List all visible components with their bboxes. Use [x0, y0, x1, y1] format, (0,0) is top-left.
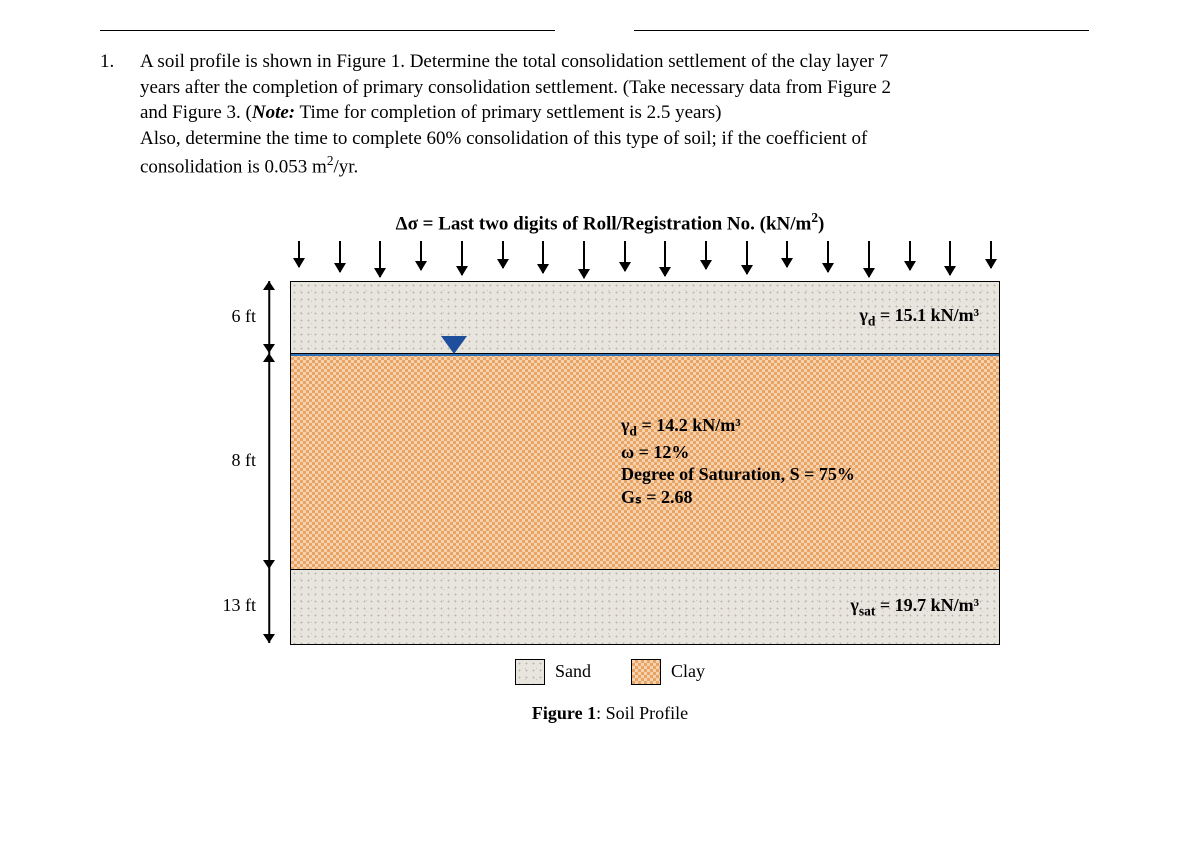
- soil-profile-diagram: 6 ft 8 ft 13 ft: [220, 281, 1000, 645]
- load-arrow-icon: [868, 241, 870, 277]
- problem-number: 1.: [100, 49, 126, 180]
- load-arrow-icon: [379, 241, 381, 277]
- legend-clay: Clay: [631, 659, 705, 685]
- legend-clay-label: Clay: [671, 661, 705, 682]
- load-arrow-icon: [827, 241, 829, 272]
- dimension-column: 6 ft 8 ft 13 ft: [220, 281, 290, 645]
- layer-clay-text: γd = 14.2 kN/m³ ω = 12% Degree of Satura…: [621, 414, 855, 508]
- problem-line-3a: and Figure 3. (: [140, 102, 252, 123]
- load-arrow-icon: [542, 241, 544, 273]
- load-arrow-icon: [420, 241, 422, 270]
- figure-caption-bold: Figure 1: [532, 703, 596, 723]
- gs-clay: Gₛ = 2.68: [621, 486, 855, 509]
- header-rule-right: [634, 30, 1089, 31]
- omega-clay: ω = 12%: [621, 441, 855, 464]
- figure-1: Δσ = Last two digits of Roll/Registratio…: [220, 210, 1000, 724]
- dim-6ft: 6 ft: [220, 281, 290, 353]
- layer-bottom-sand-text: γsat = 19.7 kN/m³: [850, 594, 979, 620]
- load-arrow-icon: [990, 241, 992, 268]
- problem-line-2: years after the completion of primary co…: [140, 77, 891, 98]
- figure-caption: Figure 1: Soil Profile: [220, 703, 1000, 724]
- load-arrow-icon: [624, 241, 626, 271]
- problem-body: A soil profile is shown in Figure 1. Det…: [140, 49, 891, 180]
- delta-sigma-pre: Δσ = Last two digits of Roll/Registratio…: [396, 213, 812, 234]
- load-arrow-icon: [909, 241, 911, 270]
- load-arrow-icon: [664, 241, 666, 276]
- problem-line-5a: consolidation is 0.053 m: [140, 156, 327, 177]
- gamma-sat-bottom: 19.7 kN/m³: [895, 595, 979, 615]
- load-arrow-icon: [746, 241, 748, 274]
- water-table-line: [291, 354, 999, 356]
- figure-caption-rest: : Soil Profile: [596, 703, 688, 723]
- legend-sand-swatch: [515, 659, 545, 685]
- load-arrow-icon: [786, 241, 788, 267]
- dim-13ft: 13 ft: [220, 569, 290, 643]
- header-rule: [100, 30, 1089, 31]
- problem-line-4: Also, determine the time to complete 60%…: [140, 128, 867, 149]
- load-arrow-icon: [949, 241, 951, 275]
- problem-line-1: A soil profile is shown in Figure 1. Det…: [140, 51, 888, 72]
- load-arrow-icon: [461, 241, 463, 275]
- legend-sand-label: Sand: [555, 661, 591, 682]
- water-table-icon: [441, 336, 467, 354]
- load-arrow-icon: [705, 241, 707, 269]
- problem-line-5b: /yr.: [333, 156, 358, 177]
- load-arrow-icon: [339, 241, 341, 272]
- problem-line-3b: Time for completion of primary settlemen…: [295, 102, 721, 123]
- dim-8ft: 8 ft: [220, 353, 290, 569]
- legend-clay-swatch: [631, 659, 661, 685]
- layer-top-sand-text: γd = 15.1 kN/m³: [859, 304, 979, 330]
- layer-clay: γd = 14.2 kN/m³ ω = 12% Degree of Satura…: [291, 354, 999, 570]
- dim-6ft-label: 6 ft: [220, 306, 260, 327]
- layer-top-sand: γd = 15.1 kN/m³: [291, 282, 999, 354]
- delta-sigma-post: ): [818, 213, 824, 234]
- legend: Sand Clay: [220, 659, 1000, 685]
- delta-sigma-label: Δσ = Last two digits of Roll/Registratio…: [220, 210, 1000, 235]
- problem-statement: 1. A soil profile is shown in Figure 1. …: [100, 49, 1089, 180]
- gamma-d-top: 15.1 kN/m³: [895, 305, 979, 325]
- load-arrow-icon: [583, 241, 585, 278]
- load-arrows: [290, 241, 1000, 281]
- layer-bottom-sand: γsat = 19.7 kN/m³: [291, 570, 999, 644]
- saturation-clay: Degree of Saturation, S = 75%: [621, 463, 855, 486]
- dim-8ft-label: 8 ft: [220, 450, 260, 471]
- load-arrow-icon: [502, 241, 504, 268]
- dim-13ft-label: 13 ft: [220, 595, 260, 616]
- soil-layers: γd = 15.1 kN/m³ γd = 14.2 kN/m³ ω = 12% …: [290, 281, 1000, 645]
- legend-sand: Sand: [515, 659, 591, 685]
- gamma-d-clay: 14.2 kN/m³: [656, 415, 740, 435]
- load-arrow-icon: [298, 241, 300, 267]
- problem-note: Note:: [252, 102, 295, 123]
- header-rule-left: [100, 30, 555, 31]
